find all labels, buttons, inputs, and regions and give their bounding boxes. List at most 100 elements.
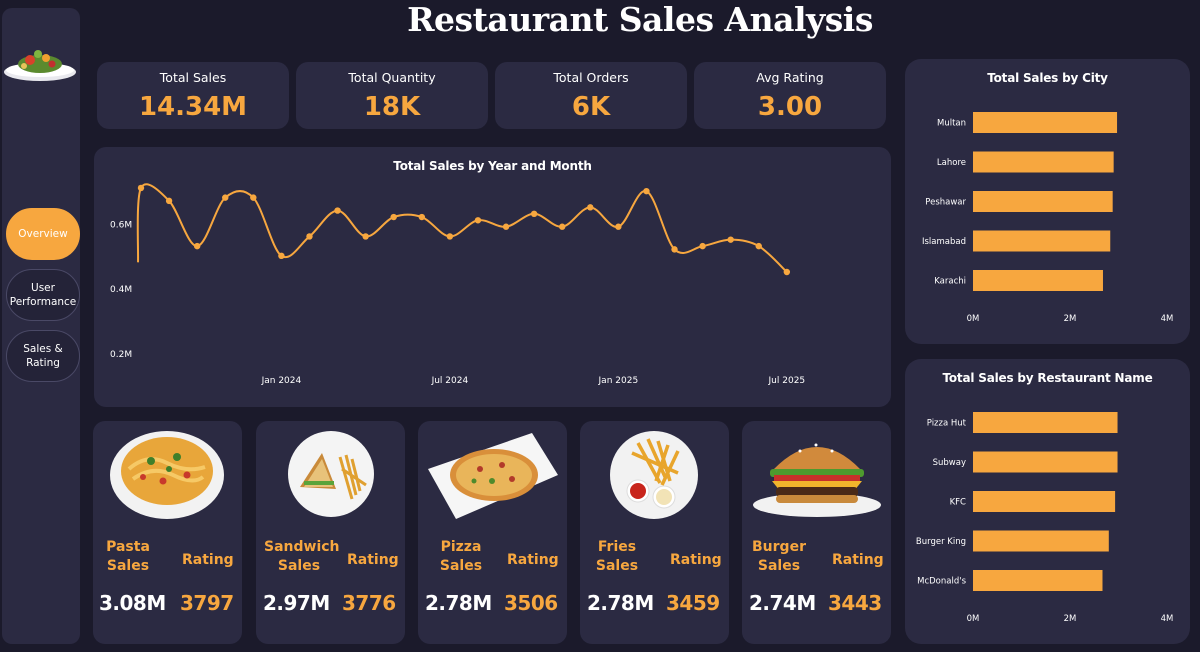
kpi-card-total-orders: Total Orders 6K	[495, 62, 687, 129]
salad-bowl-logo-icon	[4, 50, 76, 81]
food-sales-value: 2.97M	[263, 591, 330, 615]
data-point[interactable]	[278, 252, 285, 260]
fries-plate-icon	[610, 431, 698, 519]
kpi-label: Total Orders	[553, 70, 629, 85]
pasta-bowl-icon	[110, 431, 224, 519]
kpi-value: 6K	[571, 92, 611, 122]
food-name-line: Sales	[595, 558, 639, 574]
food-name-line: Sales	[106, 558, 150, 574]
data-point[interactable]	[502, 223, 510, 230]
food-name-line: Fries	[597, 539, 637, 555]
food-rating-value: 3443	[828, 591, 882, 615]
kpi-label: Total Sales	[159, 70, 227, 85]
x-tick-label: 2M	[1064, 614, 1077, 624]
food-name-line: Pizza	[440, 539, 482, 555]
food-card-sandwich: Sandwich Sales Rating 2.97M 3776	[256, 421, 405, 644]
bar[interactable]	[973, 491, 1116, 512]
kpi-card-total-sales: Total Sales 14.34M	[97, 62, 289, 129]
kpi-value: 14.34M	[138, 92, 248, 122]
food-name-line: Sales	[439, 558, 483, 574]
kpi-card-total-quantity: Total Quantity 18K	[296, 62, 488, 129]
food-rating-value: 3459	[666, 591, 720, 615]
data-point[interactable]	[587, 204, 594, 211]
rating-label: Rating	[507, 552, 559, 568]
bar[interactable]	[973, 270, 1103, 291]
x-tick-label: 0M	[967, 314, 980, 324]
food-name: Pizza Sales	[432, 538, 490, 576]
nav-user-performance-button[interactable]: User Performance	[6, 269, 80, 321]
rating-label: Rating	[670, 552, 722, 568]
category-label: Burger King	[916, 537, 966, 547]
kpi-value: 18K	[363, 92, 421, 122]
line-chart-title: Total Sales by Year and Month	[393, 159, 592, 173]
line-chart: 0.2M 0.4M 0.6M Jan 2024 Jul 2024 Jan 2025 Jul …	[110, 183, 805, 386]
kpi-label: Total Quantity	[348, 70, 436, 85]
category-label: Lahore	[937, 158, 966, 168]
data-point[interactable]	[418, 213, 425, 221]
x-tick-label: Jul 2024	[431, 376, 469, 386]
food-name: Fries Sales	[588, 538, 646, 576]
data-point[interactable]	[165, 197, 173, 205]
bar[interactable]	[973, 191, 1113, 212]
city-bar-chart: Multan Lahore Peshawar Islamabad Karachi 0M 2M…	[922, 112, 1174, 324]
data-point[interactable]	[250, 194, 257, 201]
data-point[interactable]	[727, 236, 734, 243]
food-name-line: Sales	[277, 558, 321, 574]
food-sales-value: 2.74M	[749, 591, 816, 615]
data-point[interactable]	[222, 194, 229, 201]
category-label: Karachi	[934, 277, 966, 287]
food-name-line: Pasta	[106, 539, 150, 555]
data-point[interactable]	[193, 242, 201, 250]
bar[interactable]	[973, 151, 1114, 173]
data-point[interactable]	[671, 246, 678, 253]
data-point[interactable]	[755, 242, 762, 250]
food-card-pizza: Pizza Sales Rating 2.78M 3506	[418, 421, 567, 644]
data-point[interactable]	[530, 210, 538, 217]
data-point[interactable]	[615, 223, 622, 230]
data-point[interactable]	[474, 217, 482, 224]
bar[interactable]	[973, 530, 1109, 552]
data-point[interactable]	[334, 207, 341, 214]
kpi-card-avg-rating: Avg Rating 3.00	[694, 62, 886, 129]
data-point[interactable]	[559, 223, 566, 230]
food-name-line: Burger	[752, 539, 806, 555]
data-point[interactable]	[643, 187, 650, 195]
food-sales-value: 2.78M	[425, 591, 492, 615]
data-point[interactable]	[362, 233, 369, 240]
pizza-plate-icon	[428, 433, 558, 519]
sales-series-line	[136, 183, 788, 273]
y-tick-label: 0.6M	[110, 221, 132, 231]
category-label: Subway	[933, 458, 966, 468]
rating-label: Rating	[832, 552, 884, 568]
data-point[interactable]	[137, 184, 145, 192]
data-point[interactable]	[306, 233, 313, 240]
data-point[interactable]	[390, 213, 397, 221]
category-label: Peshawar	[925, 198, 966, 208]
x-tick-label: Jan 2024	[261, 376, 302, 386]
data-point[interactable]	[783, 268, 791, 276]
rating-label: Rating	[182, 552, 234, 568]
nav-sales-rating-button[interactable]: Sales & Rating	[6, 330, 80, 382]
category-label: McDonald's	[917, 577, 966, 587]
y-tick-label: 0.2M	[110, 350, 132, 360]
category-label: KFC	[950, 498, 966, 508]
data-point[interactable]	[446, 233, 454, 240]
x-tick-label: 0M	[967, 614, 980, 624]
nav-overview-button[interactable]: Overview	[6, 208, 80, 260]
bar[interactable]	[973, 412, 1118, 433]
food-rating-value: 3776	[342, 591, 396, 615]
x-tick-label: 4M	[1161, 314, 1174, 324]
bar[interactable]	[973, 112, 1118, 133]
food-rating-value: 3797	[180, 591, 234, 615]
city-bar-chart-panel: Total Sales by City Multan Lahore Peshawar…	[905, 59, 1190, 344]
food-rating-value: 3506	[504, 591, 558, 615]
bar[interactable]	[973, 230, 1111, 252]
sidebar: Overview User Performance Sales & Rating	[2, 8, 80, 644]
bar[interactable]	[973, 451, 1118, 473]
y-tick-label: 0.4M	[110, 285, 132, 295]
data-point[interactable]	[699, 242, 706, 250]
bar[interactable]	[973, 570, 1103, 591]
x-tick-label: 4M	[1161, 614, 1174, 624]
food-name: Pasta Sales	[99, 538, 157, 576]
food-sales-value: 2.78M	[587, 591, 654, 615]
